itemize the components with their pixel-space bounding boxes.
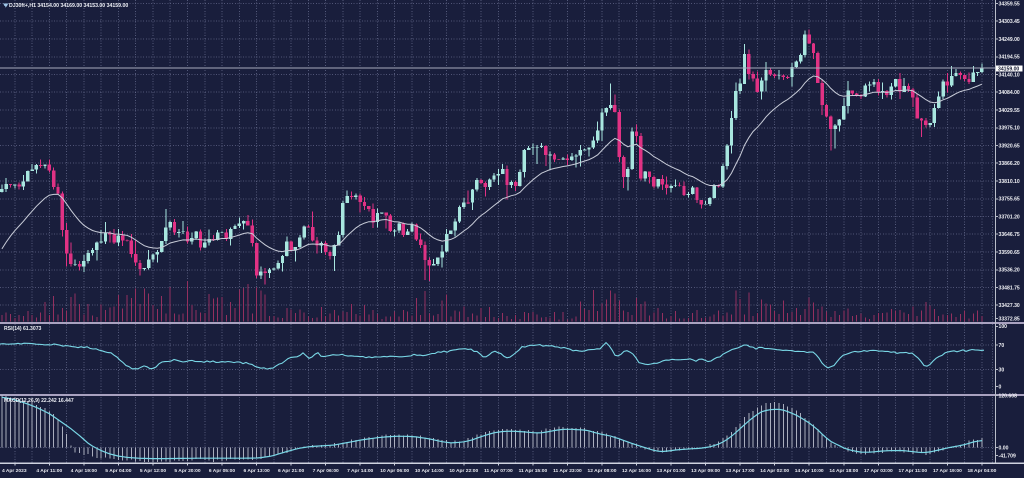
svg-text:11 Apr 07:00: 11 Apr 07:00	[484, 468, 513, 474]
svg-text:33755.65: 33755.65	[999, 197, 1020, 203]
svg-text:33810.10: 33810.10	[999, 179, 1020, 185]
svg-text:13 Apr 09:00: 13 Apr 09:00	[691, 468, 720, 474]
svg-text:13 Apr 01:00: 13 Apr 01:00	[657, 468, 686, 474]
svg-text:12 Apr 08:00: 12 Apr 08:00	[588, 468, 617, 474]
svg-text:6 Apr 05:00: 6 Apr 05:00	[209, 468, 235, 474]
svg-text:RSI(14) 61.3073: RSI(14) 61.3073	[4, 326, 42, 332]
svg-text:17 Apr 03:00: 17 Apr 03:00	[864, 468, 893, 474]
svg-text:34084.00: 34084.00	[999, 90, 1020, 96]
svg-text:-41.709: -41.709	[999, 453, 1016, 459]
svg-text:120.608: 120.608	[999, 393, 1018, 399]
svg-text:14 Apr 18:00: 14 Apr 18:00	[829, 468, 858, 474]
svg-text:33590.65: 33590.65	[999, 250, 1020, 256]
svg-text:7 Apr 06:00: 7 Apr 06:00	[313, 468, 339, 474]
svg-text:13 Apr 17:00: 13 Apr 17:00	[726, 468, 755, 474]
svg-text:14 Apr 10:00: 14 Apr 10:00	[795, 468, 824, 474]
svg-text:7 Apr 14:00: 7 Apr 14:00	[347, 468, 373, 474]
svg-text:10 Apr 06:00: 10 Apr 06:00	[380, 468, 409, 474]
svg-text:33372.85: 33372.85	[999, 317, 1020, 323]
svg-text:33866.20: 33866.20	[999, 161, 1020, 167]
svg-text:17 Apr 19:00: 17 Apr 19:00	[933, 468, 962, 474]
svg-text:5 Apr 04:00: 5 Apr 04:00	[105, 468, 131, 474]
svg-text:100: 100	[999, 324, 1008, 330]
svg-text:0.00: 0.00	[999, 445, 1009, 451]
svg-text:34159.00: 34159.00	[998, 66, 1019, 72]
svg-text:34303.45: 34303.45	[999, 19, 1020, 25]
svg-text:11 Apr 23:00: 11 Apr 23:00	[553, 468, 582, 474]
svg-text:DJ30ft+,H1 34154.00 34169.00 3: DJ30ft+,H1 34154.00 34169.00 34153.00 34…	[9, 3, 128, 9]
svg-text:10 Apr 22:00: 10 Apr 22:00	[449, 468, 478, 474]
svg-text:0: 0	[999, 385, 1002, 391]
svg-text:33536.20: 33536.20	[999, 268, 1020, 274]
svg-text:34249.00: 34249.00	[999, 37, 1020, 43]
svg-text:34140.10: 34140.10	[999, 72, 1020, 78]
svg-text:33920.65: 33920.65	[999, 143, 1020, 149]
svg-text:30: 30	[999, 367, 1005, 373]
svg-text:34029.55: 34029.55	[999, 108, 1020, 114]
svg-text:33975.10: 33975.10	[999, 126, 1020, 132]
svg-text:MACD(12,26,9) 22.242 16.447: MACD(12,26,9) 22.242 16.447	[4, 398, 74, 404]
svg-text:10 Apr 14:00: 10 Apr 14:00	[415, 468, 444, 474]
svg-text:6 Apr 21:00: 6 Apr 21:00	[278, 468, 304, 474]
svg-text:14 Apr 02:00: 14 Apr 02:00	[760, 468, 789, 474]
svg-text:17 Apr 11:00: 17 Apr 11:00	[898, 468, 927, 474]
svg-text:12 Apr 16:00: 12 Apr 16:00	[622, 468, 651, 474]
svg-text:4 Apr 2023: 4 Apr 2023	[2, 468, 27, 474]
svg-text:33701.20: 33701.20	[999, 214, 1020, 220]
svg-text:70: 70	[999, 343, 1005, 349]
svg-text:33646.75: 33646.75	[999, 232, 1020, 238]
svg-text:33481.75: 33481.75	[999, 285, 1020, 291]
svg-text:33427.30: 33427.30	[999, 303, 1020, 309]
svg-text:34359.55: 34359.55	[999, 1, 1020, 7]
svg-text:4 Apr 11:00: 4 Apr 11:00	[36, 468, 62, 474]
svg-text:11 Apr 15:00: 11 Apr 15:00	[519, 468, 548, 474]
svg-text:34194.55: 34194.55	[999, 55, 1020, 61]
svg-text:6 Apr 13:00: 6 Apr 13:00	[244, 468, 270, 474]
svg-text:5 Apr 12:00: 5 Apr 12:00	[140, 468, 166, 474]
svg-text:4 Apr 19:00: 4 Apr 19:00	[71, 468, 97, 474]
svg-text:18 Apr 04:00: 18 Apr 04:00	[967, 468, 996, 474]
svg-text:5 Apr 20:00: 5 Apr 20:00	[174, 468, 200, 474]
